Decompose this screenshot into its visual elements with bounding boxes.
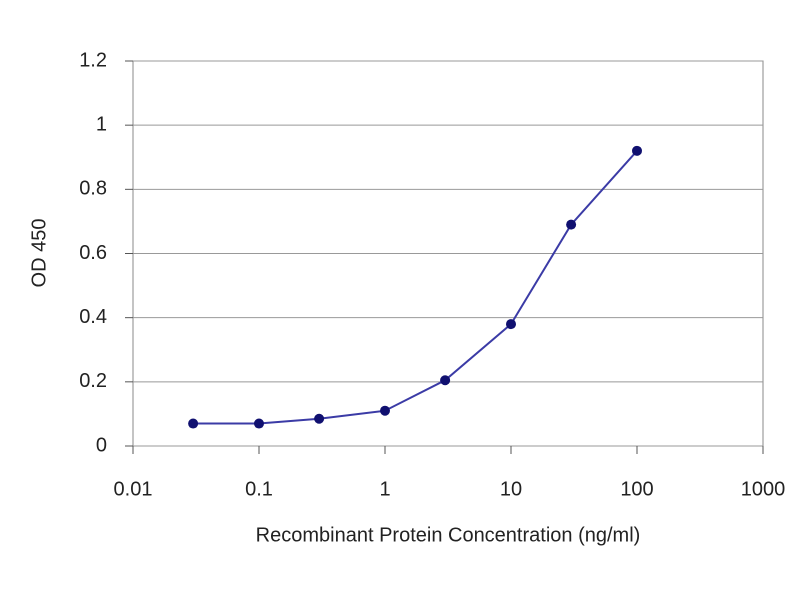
data-point — [506, 319, 516, 330]
data-point — [380, 405, 390, 416]
data-point — [188, 418, 199, 429]
x-tick-label: 1000 — [741, 478, 786, 500]
x-tick-label: 10 — [500, 478, 522, 500]
x-tick-label: 0.01 — [114, 478, 153, 500]
y-tick-label: 0.8 — [79, 178, 107, 200]
y-tick-label: 0.2 — [79, 370, 107, 392]
y-tick-label: 0.4 — [79, 306, 107, 328]
y-axis-label: OD 450 — [28, 219, 50, 288]
x-tick-label: 100 — [620, 478, 653, 500]
y-tick-label: 1.2 — [79, 49, 107, 71]
data-point — [440, 375, 451, 386]
y-tick-label: 1 — [96, 113, 107, 135]
x-axis-label: Recombinant Protein Concentration (ng/ml… — [256, 524, 641, 546]
data-point — [254, 418, 264, 429]
y-tick-label: 0 — [96, 434, 107, 456]
series-line — [193, 150, 638, 425]
data-point — [632, 145, 642, 156]
data-point — [314, 413, 325, 424]
y-tick-label: 0.6 — [79, 242, 107, 264]
x-tick-label: 1 — [379, 478, 390, 500]
data-point — [566, 219, 577, 230]
x-tick-label: 0.1 — [245, 478, 273, 500]
